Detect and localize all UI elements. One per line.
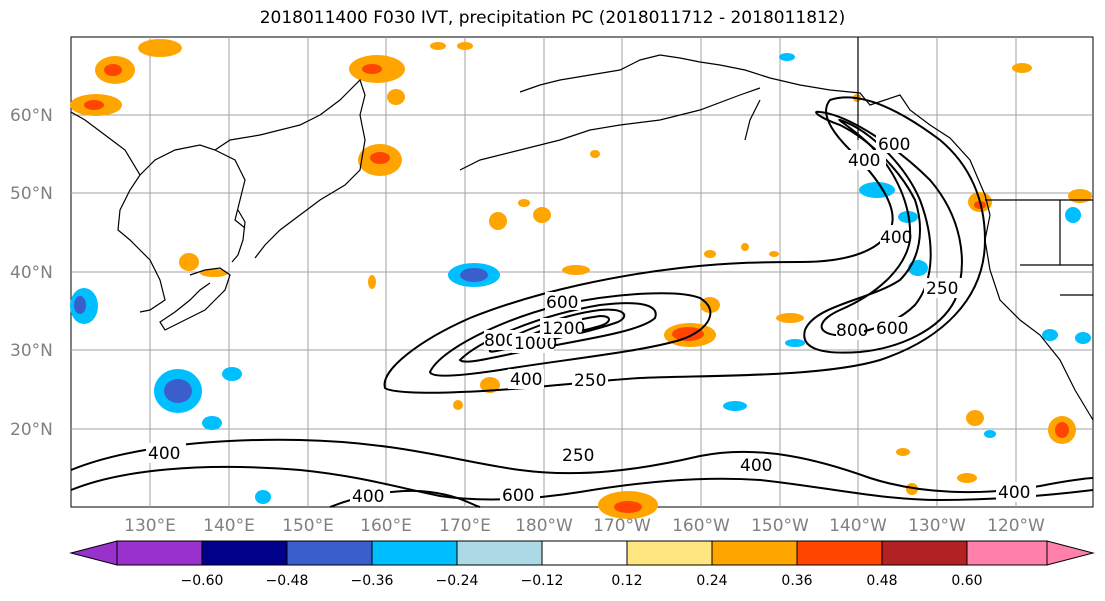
contour-label: 400: [740, 456, 772, 476]
lon-label: 140°E: [203, 516, 255, 536]
lat-label: 60°N: [10, 106, 53, 126]
colorbar-extend-high: [1046, 540, 1095, 566]
colorbar: [69, 540, 1095, 566]
colorbar-tick: −0.48: [266, 573, 309, 589]
contour-label: 1000: [514, 334, 557, 354]
colorbar-swatch: [371, 540, 458, 566]
contour-label: 400: [510, 370, 542, 390]
colorbar-extend-low: [69, 540, 118, 566]
lat-label: 20°N: [10, 420, 53, 440]
colorbar-swatch: [711, 540, 798, 566]
contour-label: 600: [502, 486, 534, 506]
colorbar-tick: −0.60: [181, 573, 224, 589]
latitude-labels: 60°N 50°N 40°N 30°N 20°N: [10, 106, 53, 440]
contour-label: 400: [880, 228, 912, 248]
lon-label: 150°E: [282, 516, 334, 536]
contour-label: 400: [848, 151, 880, 171]
contour-label: 600: [876, 319, 908, 339]
contour-label: 600: [878, 135, 910, 155]
lat-label: 30°N: [10, 341, 53, 361]
coastlines: [70, 37, 1094, 421]
colorbar-swatch: [541, 540, 628, 566]
contour-label: 800: [836, 321, 868, 341]
colorbar-tick: 0.48: [866, 573, 897, 589]
contour-label: 250: [562, 446, 594, 466]
colorbar-swatch: [966, 540, 1048, 566]
lon-label: 130°W: [908, 516, 966, 536]
colorbar-tick: −0.12: [521, 573, 564, 589]
lon-label: 130°E: [124, 516, 176, 536]
colorbar-swatch: [796, 540, 883, 566]
lon-label: 160°W: [672, 516, 730, 536]
contour-label: 250: [926, 279, 958, 299]
lon-label: 140°W: [829, 516, 887, 536]
contour-label: 1200: [542, 319, 585, 339]
lon-label: 120°W: [987, 516, 1045, 536]
colorbar-ticks: −0.60 −0.48 −0.36 −0.24 −0.12 0.12 0.24 …: [181, 573, 983, 589]
colorbar-tick: 0.12: [611, 573, 642, 589]
map-title: 2018011400 F030 IVT, precipitation PC (2…: [259, 8, 846, 28]
colorbar-tick: −0.24: [436, 573, 479, 589]
longitude-labels: 130°E 140°E 150°E 160°E 170°E 180°W 170°…: [124, 516, 1045, 536]
contour-label: 400: [998, 483, 1030, 503]
gridlines: [71, 37, 1093, 507]
contour-label: 400: [352, 487, 384, 507]
lon-label: 150°W: [751, 516, 809, 536]
lon-label: 170°W: [593, 516, 651, 536]
colorbar-swatch: [626, 540, 713, 566]
lon-label: 160°E: [360, 516, 412, 536]
lat-label: 40°N: [10, 263, 53, 283]
lon-label: 170°E: [439, 516, 491, 536]
contour-label: 600: [546, 293, 578, 313]
colorbar-swatch: [881, 540, 968, 566]
colorbar-swatch: [201, 540, 288, 566]
colorbar-swatch: [286, 540, 373, 566]
colorbar-tick: 0.60: [951, 573, 982, 589]
colorbar-tick: 0.36: [781, 573, 812, 589]
contour-label: 800: [484, 331, 516, 351]
colorbar-tick: 0.24: [696, 573, 727, 589]
contour-label: 250: [574, 371, 606, 391]
contour-label: 400: [148, 444, 180, 464]
colorbar-swatch: [116, 540, 203, 566]
lat-label: 50°N: [10, 184, 53, 204]
lon-label: 180°W: [515, 516, 573, 536]
colorbar-tick: −0.36: [351, 573, 394, 589]
colorbar-swatch: [456, 540, 543, 566]
contour-labels: 600 400 400 250 800 600 800 1000 1200 60…: [146, 133, 1036, 507]
